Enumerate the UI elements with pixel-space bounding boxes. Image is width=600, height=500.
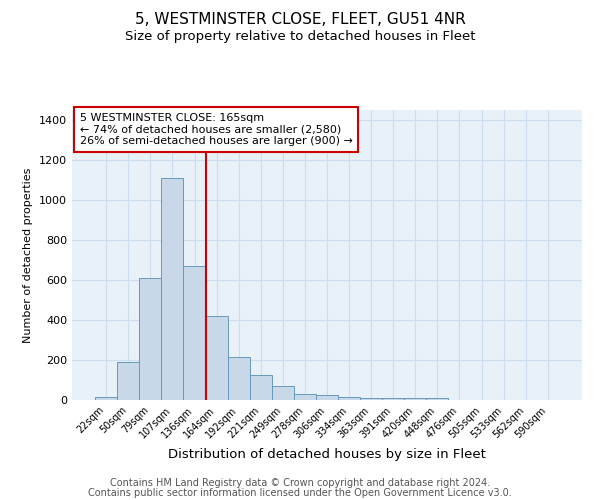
Text: Contains HM Land Registry data © Crown copyright and database right 2024.: Contains HM Land Registry data © Crown c… — [110, 478, 490, 488]
Bar — [95, 397, 117, 400]
Y-axis label: Number of detached properties: Number of detached properties — [23, 168, 34, 342]
Bar — [161, 178, 184, 400]
Bar — [294, 394, 316, 400]
Bar — [117, 362, 139, 400]
Bar — [338, 397, 360, 400]
Bar — [404, 398, 427, 400]
Bar — [427, 398, 448, 400]
Text: 5 WESTMINSTER CLOSE: 165sqm
← 74% of detached houses are smaller (2,580)
26% of : 5 WESTMINSTER CLOSE: 165sqm ← 74% of det… — [80, 113, 353, 146]
Bar — [272, 386, 294, 400]
Text: Size of property relative to detached houses in Fleet: Size of property relative to detached ho… — [125, 30, 475, 43]
Bar — [360, 398, 382, 400]
Text: Contains public sector information licensed under the Open Government Licence v3: Contains public sector information licen… — [88, 488, 512, 498]
Bar — [206, 316, 227, 400]
Bar — [139, 278, 161, 400]
Bar — [227, 357, 250, 400]
Bar — [382, 398, 404, 400]
Bar — [184, 266, 206, 400]
X-axis label: Distribution of detached houses by size in Fleet: Distribution of detached houses by size … — [168, 448, 486, 461]
Bar — [250, 375, 272, 400]
Bar — [316, 395, 338, 400]
Text: 5, WESTMINSTER CLOSE, FLEET, GU51 4NR: 5, WESTMINSTER CLOSE, FLEET, GU51 4NR — [134, 12, 466, 28]
